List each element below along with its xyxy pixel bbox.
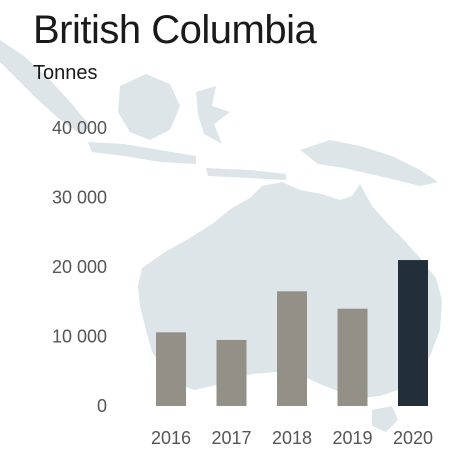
- map-new-guinea: [300, 140, 438, 186]
- bar-2018: [277, 291, 307, 406]
- y-tick-label: 30 000: [52, 188, 107, 208]
- x-tick-label: 2020: [393, 428, 433, 448]
- y-axis-ticks: 0 10 000 20 000 30 000 40 000: [52, 118, 107, 416]
- x-axis-ticks: 2016 2017 2018 2019 2020: [151, 428, 433, 448]
- map-java: [88, 142, 196, 164]
- bar-2020: [398, 260, 428, 406]
- chart-title: British Columbia: [33, 8, 317, 52]
- y-axis-unit-label: Tonnes: [33, 62, 98, 84]
- map-islands: [206, 168, 286, 180]
- bar-2019: [337, 308, 368, 406]
- bars: [156, 260, 428, 406]
- map-tasmania: [372, 406, 398, 432]
- y-tick-label: 20 000: [52, 257, 107, 277]
- map-sulawesi: [196, 86, 230, 144]
- map-borneo: [118, 74, 180, 140]
- bar-2016: [156, 332, 186, 406]
- x-tick-label: 2018: [272, 428, 312, 448]
- x-tick-label: 2016: [151, 428, 191, 448]
- y-tick-label: 0: [97, 396, 107, 416]
- x-tick-label: 2019: [332, 428, 372, 448]
- x-tick-label: 2017: [211, 428, 251, 448]
- map-sumatra: [0, 40, 90, 134]
- bar-2017: [216, 339, 247, 406]
- y-tick-label: 40 000: [52, 118, 107, 138]
- y-tick-label: 10 000: [52, 327, 107, 347]
